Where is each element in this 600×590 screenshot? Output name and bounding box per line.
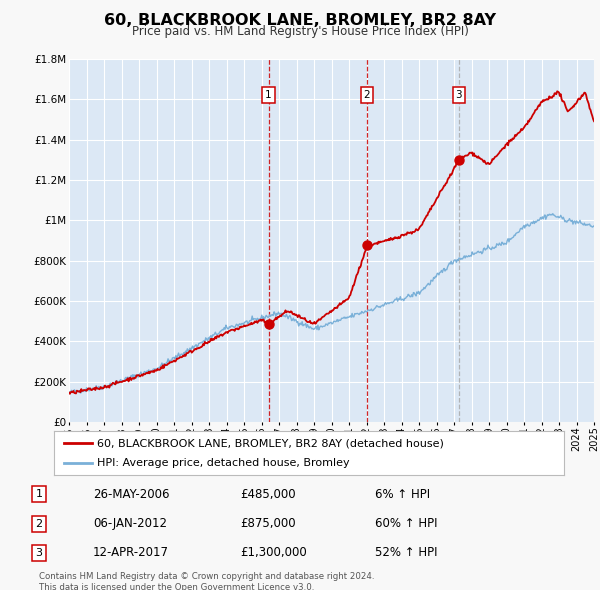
Text: 1: 1 (265, 90, 272, 100)
Text: 12-APR-2017: 12-APR-2017 (93, 546, 169, 559)
Text: 3: 3 (35, 548, 43, 558)
Text: 60, BLACKBROOK LANE, BROMLEY, BR2 8AY (detached house): 60, BLACKBROOK LANE, BROMLEY, BR2 8AY (d… (97, 438, 444, 448)
Text: 2: 2 (35, 519, 43, 529)
Text: 3: 3 (455, 90, 462, 100)
Text: 60, BLACKBROOK LANE, BROMLEY, BR2 8AY: 60, BLACKBROOK LANE, BROMLEY, BR2 8AY (104, 13, 496, 28)
Text: Price paid vs. HM Land Registry's House Price Index (HPI): Price paid vs. HM Land Registry's House … (131, 25, 469, 38)
Text: 06-JAN-2012: 06-JAN-2012 (93, 517, 167, 530)
Text: HPI: Average price, detached house, Bromley: HPI: Average price, detached house, Brom… (97, 458, 350, 468)
Text: 60% ↑ HPI: 60% ↑ HPI (375, 517, 437, 530)
Text: 52% ↑ HPI: 52% ↑ HPI (375, 546, 437, 559)
Text: 26-MAY-2006: 26-MAY-2006 (93, 488, 170, 501)
Text: £485,000: £485,000 (240, 488, 296, 501)
Text: 6% ↑ HPI: 6% ↑ HPI (375, 488, 430, 501)
Text: 2: 2 (364, 90, 370, 100)
Text: £1,300,000: £1,300,000 (240, 546, 307, 559)
Text: 1: 1 (35, 489, 43, 499)
Text: Contains HM Land Registry data © Crown copyright and database right 2024.
This d: Contains HM Land Registry data © Crown c… (39, 572, 374, 590)
Text: £875,000: £875,000 (240, 517, 296, 530)
